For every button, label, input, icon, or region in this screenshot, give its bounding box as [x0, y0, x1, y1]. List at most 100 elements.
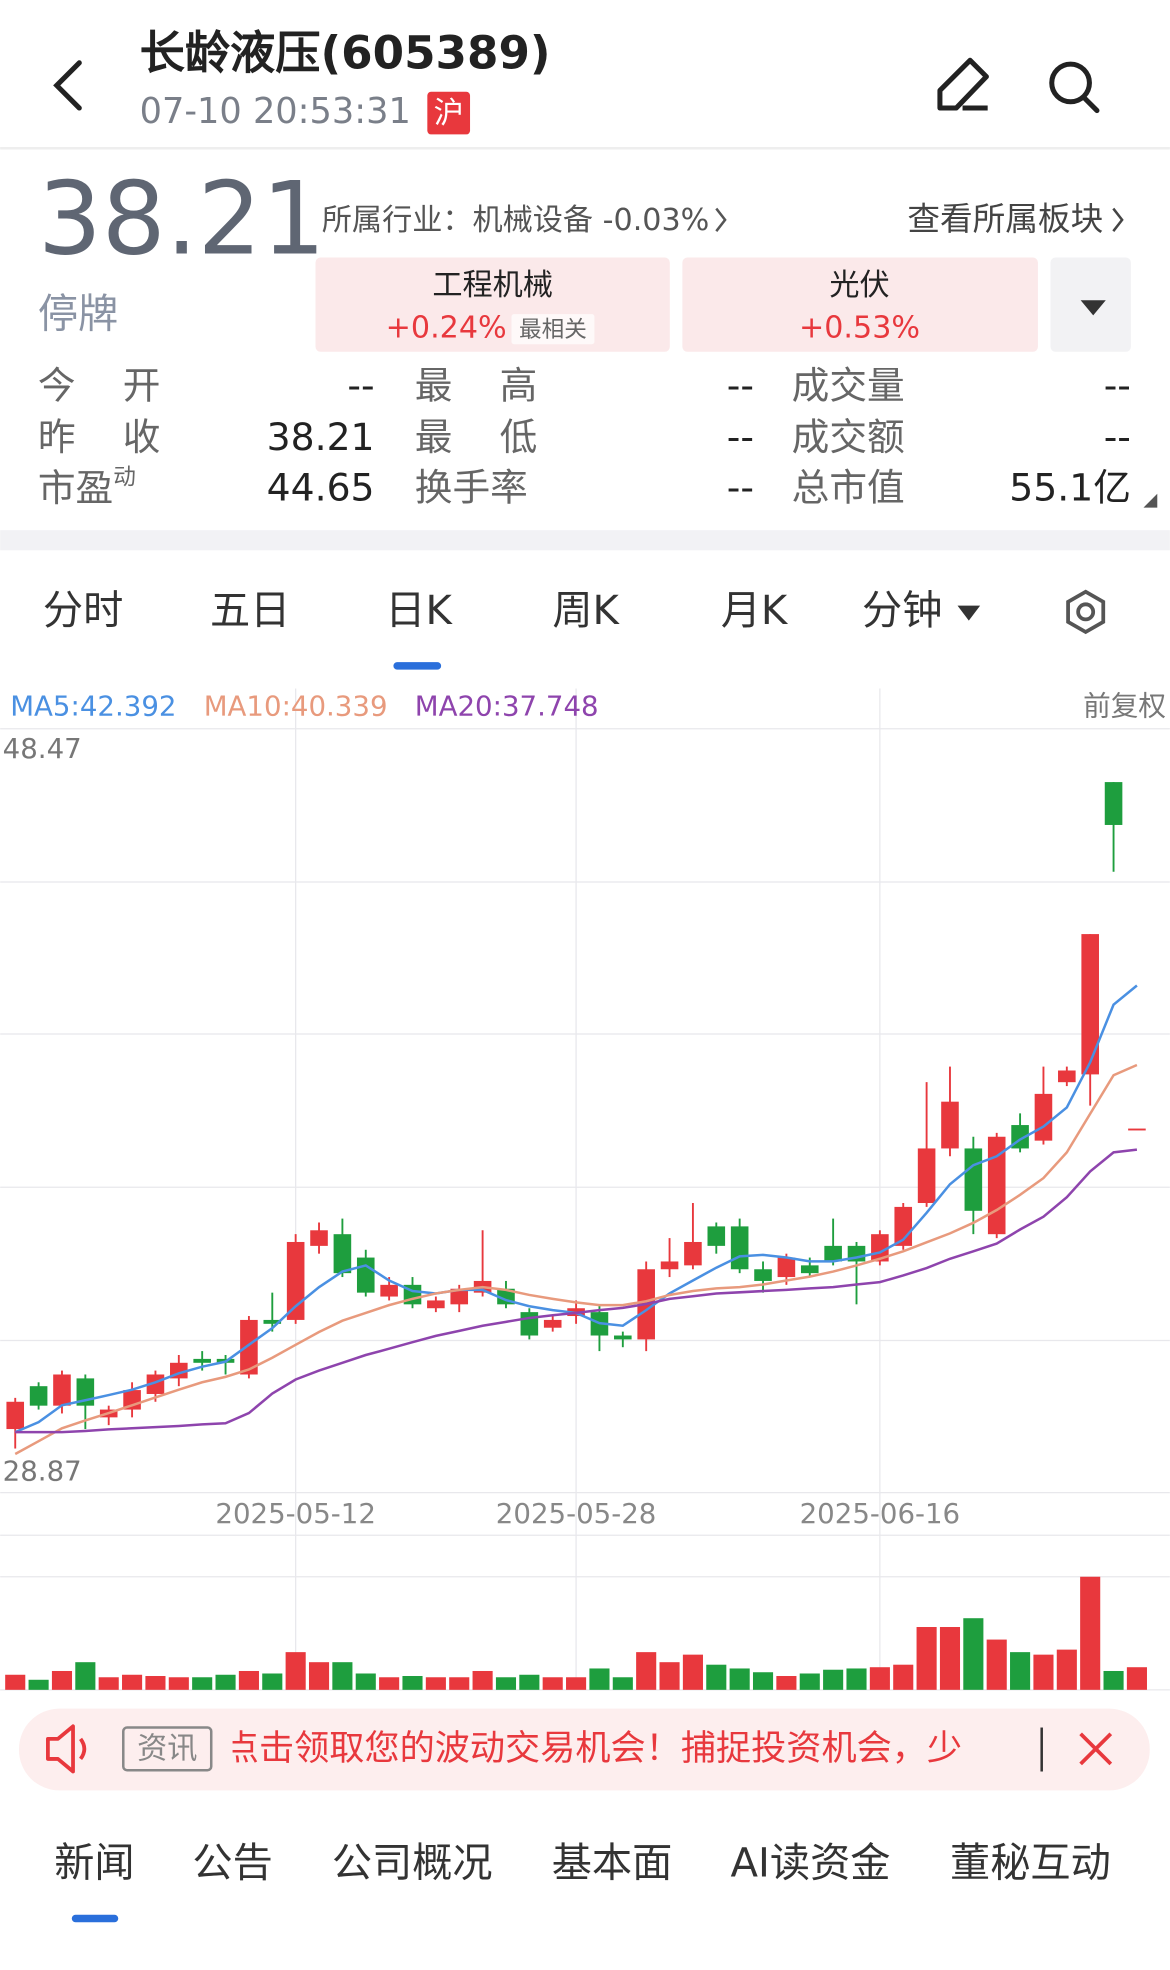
candle-body — [707, 1226, 726, 1246]
industry: 机械设备 -0.03% — [473, 203, 710, 238]
stat-label: 今 开 — [38, 364, 161, 408]
search-button[interactable] — [1049, 61, 1100, 114]
volume-bar — [846, 1668, 867, 1690]
industry-row[interactable]: 所属行业：机械设备 -0.03% — [322, 203, 709, 238]
edit-button[interactable] — [937, 57, 989, 111]
news-tab-indicator — [71, 1914, 119, 1923]
volume-bar — [589, 1668, 610, 1690]
volume-bar — [799, 1673, 820, 1690]
volume-bar — [823, 1669, 844, 1690]
stat-label: 成交量 — [792, 364, 905, 408]
adjust-mode[interactable]: 前复权 — [1083, 689, 1166, 722]
ad-banner[interactable]: 资讯 点击领取您的波动交易机会！捕捉投资机会，少 — [19, 1708, 1150, 1791]
candle-body — [800, 1265, 819, 1274]
news-tab[interactable]: AI读资金 — [731, 1841, 891, 1887]
tab-indicator — [393, 662, 442, 670]
volume-bar — [682, 1654, 703, 1690]
stat-value: 38.21 — [267, 415, 375, 459]
more-sectors[interactable] — [1050, 257, 1131, 352]
stat-label: 最 高 — [415, 364, 538, 408]
candle-body — [520, 1312, 539, 1336]
news-tab[interactable]: 基本面 — [552, 1841, 673, 1887]
y-tick-label: 28.87 — [3, 1454, 82, 1487]
volume-bar — [612, 1677, 633, 1690]
stat-label: 市盈动 — [38, 464, 136, 510]
volume-bar — [963, 1618, 984, 1690]
back-button[interactable] — [53, 60, 82, 111]
volume-bar — [168, 1677, 189, 1690]
volume-bar — [332, 1662, 353, 1690]
volume-bar — [449, 1677, 470, 1690]
period-tab[interactable]: 周K — [552, 588, 620, 634]
ad-tag: 资讯 — [137, 1732, 197, 1767]
volume-bar — [729, 1668, 750, 1690]
candle-body — [917, 1148, 936, 1204]
candle-body — [824, 1245, 842, 1262]
candle-body — [1128, 1128, 1146, 1131]
ma-line — [15, 1148, 1138, 1434]
stat-label-text: 市盈 — [38, 465, 113, 509]
period-tab[interactable]: 月K — [721, 588, 789, 634]
period-tab[interactable]: 五日 — [210, 588, 290, 634]
volume-bar — [262, 1673, 283, 1690]
volume-bar — [1010, 1652, 1031, 1690]
sector-card[interactable]: 光伏 +0.53% — [682, 257, 1038, 352]
news-tab[interactable]: 公告 — [192, 1841, 272, 1887]
volume-bar — [1103, 1670, 1124, 1690]
x-tick-label: 2025-05-28 — [496, 1497, 657, 1530]
volume-bar — [566, 1677, 587, 1690]
candle-body — [1034, 1093, 1053, 1141]
sector-card[interactable]: 工程机械 +0.24% 最相关 — [315, 257, 670, 352]
candle-body — [263, 1319, 282, 1324]
volume-bar — [215, 1674, 236, 1690]
y-tick-label: 48.47 — [3, 732, 82, 765]
volume-bar — [986, 1639, 1007, 1690]
volume-bar — [238, 1670, 259, 1690]
stat-label: 最 低 — [415, 415, 538, 459]
close-ad[interactable] — [1079, 1732, 1113, 1766]
x-tick-label: 2025-05-12 — [215, 1497, 376, 1530]
settings-button[interactable] — [1066, 589, 1106, 635]
volume-bar — [636, 1652, 657, 1690]
candle-body — [543, 1319, 562, 1328]
candle-body — [777, 1257, 796, 1278]
news-tab[interactable]: 董秘互动 — [950, 1841, 1111, 1887]
news-tab[interactable]: 公司概况 — [332, 1841, 493, 1887]
ad-text: 点击领取您的波动交易机会！捕捉投资机会，少 — [224, 1728, 962, 1769]
period-tab[interactable]: 日K — [385, 588, 453, 634]
ma-legend: MA10:40.339 — [204, 689, 388, 722]
volume-bar — [355, 1673, 376, 1690]
status: 停牌 — [38, 292, 118, 338]
datetime: 07-10 20:53:31 — [140, 91, 411, 132]
volume-bar — [659, 1662, 680, 1690]
candle-body — [193, 1358, 211, 1363]
candle-body — [356, 1257, 375, 1293]
stat-value: -- — [1104, 364, 1131, 408]
volume-bar — [145, 1676, 166, 1690]
sector-link[interactable]: 查看所属板块 — [907, 200, 1103, 238]
exchange-badge — [427, 91, 471, 135]
volume-bar — [98, 1677, 119, 1690]
volume-bar — [1126, 1667, 1147, 1690]
volume-bar — [75, 1662, 96, 1690]
volume-bar — [542, 1677, 563, 1690]
sector-change: +0.24% — [386, 311, 507, 346]
exchange: 沪 — [434, 96, 464, 131]
stat-label: 总市值 — [792, 465, 905, 509]
price: 38.21 — [38, 160, 326, 277]
candle-body — [450, 1288, 469, 1305]
candle-body — [380, 1284, 398, 1297]
period-tab[interactable]: 分钟 — [862, 588, 942, 634]
stat-value: -- — [727, 415, 754, 459]
news-tab[interactable]: 新闻 — [54, 1841, 134, 1887]
volume-bar — [379, 1677, 400, 1690]
ma-line — [14, 1063, 1138, 1456]
expand-icon[interactable] — [1143, 493, 1158, 508]
period-tab[interactable]: 分时 — [43, 588, 123, 634]
volume-bar — [916, 1627, 937, 1690]
chevron — [715, 207, 727, 232]
candle-body — [964, 1148, 983, 1211]
stat-label-sup: 动 — [113, 464, 136, 490]
separator — [0, 530, 1170, 551]
